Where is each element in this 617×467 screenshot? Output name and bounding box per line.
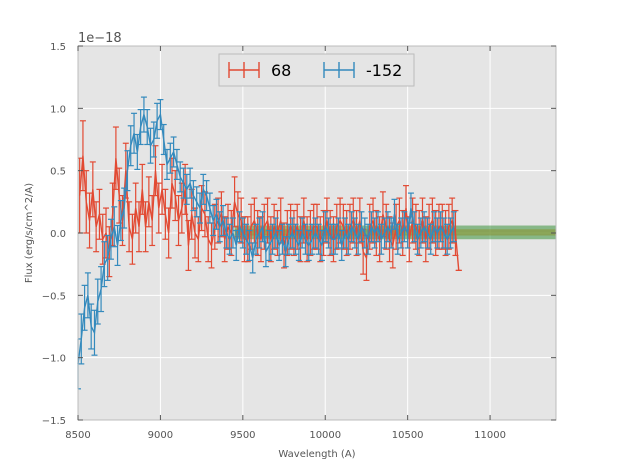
x-tick-label: 9000 xyxy=(148,430,173,441)
y-tick-label: −0.5 xyxy=(42,291,66,302)
y-tick-label: −1.0 xyxy=(42,354,66,365)
legend-label: -152 xyxy=(366,61,402,80)
legend-label: 68 xyxy=(271,61,291,80)
y-tick-label: −1.5 xyxy=(42,416,66,427)
x-tick-label: 10000 xyxy=(309,430,341,441)
series-2 xyxy=(77,96,457,390)
series-line xyxy=(77,111,455,364)
legend-entries: 68 -152 xyxy=(228,61,402,80)
x-tick-label: 10500 xyxy=(392,430,424,441)
x-axis-title: Wavelength (A) xyxy=(278,449,355,460)
y-offset-label: 1e−18 xyxy=(78,31,122,46)
y-axis-title: Flux (erg/s/cm^2/A) xyxy=(24,183,35,283)
y-tick-label: 0.5 xyxy=(50,167,66,178)
x-tick-label: 11000 xyxy=(474,430,506,441)
axis-ticks: 8500 9000 9500 10000 10500 11000 −1.5 −1.0 −0.5 0… xyxy=(42,42,556,441)
series-layer xyxy=(77,96,462,390)
legend-entry-2: -152 xyxy=(323,61,402,80)
x-tick-label: 8500 xyxy=(65,430,90,441)
x-tick-label: 9500 xyxy=(230,430,255,441)
y-tick-label: 1.5 xyxy=(50,42,66,53)
legend: 68 -152 xyxy=(218,53,415,87)
y-tick-label: 1.0 xyxy=(50,104,66,115)
series-line xyxy=(78,155,460,271)
y-tick-label: 0.0 xyxy=(50,229,66,240)
legend-entry-1: 68 xyxy=(228,61,291,80)
